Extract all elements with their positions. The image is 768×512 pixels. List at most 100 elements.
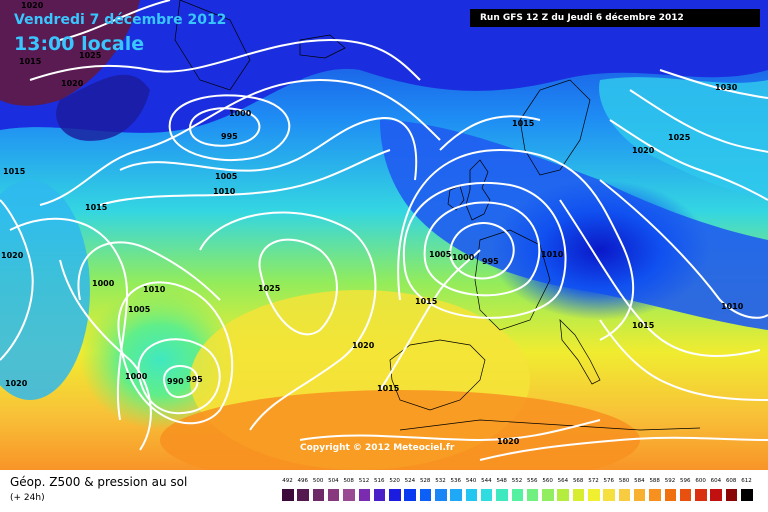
- scale-color-cell: [710, 489, 722, 501]
- scale-color-cell: [649, 489, 661, 501]
- scale-tick-label: 592: [664, 478, 676, 484]
- scale-tick-label: 552: [511, 478, 523, 484]
- forecast-time: 13:00 locale: [14, 33, 145, 55]
- isobar-label: 1025: [258, 284, 281, 293]
- scale-color-cell: [435, 489, 447, 501]
- scale-tick-label: 528: [419, 478, 431, 484]
- isobar-east-1030: [659, 69, 768, 99]
- isobar-label: 1005: [128, 305, 151, 314]
- coastline-north-africa: [399, 419, 701, 431]
- scale-tick-label: 508: [343, 478, 354, 484]
- isobar-greenland-1000: [168, 94, 291, 162]
- scale-color-cell: [664, 489, 677, 501]
- isobar-label: 1030: [715, 83, 738, 92]
- isobar-label: 1020: [61, 79, 84, 88]
- coastline-france: [474, 229, 551, 331]
- isobar-west-1020: [0, 199, 34, 361]
- isobar-label: 1010: [721, 302, 744, 311]
- isobar-europe-low-mid: [423, 201, 541, 297]
- isobar-east-1020: [609, 119, 768, 201]
- scale-color-cell: [282, 489, 294, 501]
- coastlines: [174, 0, 701, 431]
- coastline-iceland: [299, 34, 346, 59]
- isobar-south-east-1020: [479, 436, 768, 461]
- isobar-labels: 1020 1025 1015 1020 1015 1000 995 1005 1…: [1, 1, 744, 446]
- isobar-label: 1000: [125, 372, 148, 381]
- isobar-europe-low-outer: [402, 181, 567, 319]
- greenland-dark: [56, 74, 150, 141]
- isobar-west-1015: [9, 217, 128, 421]
- scale-tick-label: 588: [649, 478, 660, 484]
- isobar-1005: [119, 117, 418, 181]
- scale-color-cell: [327, 489, 340, 501]
- isobar-label: 1020: [632, 146, 655, 155]
- isobar-europe-low-inner: [448, 222, 515, 280]
- forecast-date: Vendredi 7 décembre 2012: [14, 12, 227, 28]
- isobar-east-1010: [599, 179, 768, 319]
- scale-tick-label: 524: [404, 478, 416, 484]
- scale-color-cell: [633, 489, 646, 501]
- isobar-label: 1010: [541, 250, 564, 259]
- coastline-british-isles: [465, 159, 491, 221]
- isobar-label: 1020: [1, 251, 24, 260]
- model-run-label: Run GFS 12 Z du Jeudi 6 décembre 2012: [470, 9, 760, 27]
- scale-color-cell: [480, 489, 493, 501]
- isobar-south-1020: [299, 419, 601, 442]
- isobar-label: 990: [167, 377, 184, 386]
- isobar-iberia-1015: [379, 249, 481, 391]
- scale-tick-label: 512: [358, 478, 370, 484]
- scale-color-cell: [419, 489, 432, 501]
- scale-tick-label: 584: [634, 478, 645, 484]
- scale-tick-label: 548: [496, 478, 507, 484]
- scale-tick-label: 572: [588, 478, 599, 484]
- scale-color-cell: [695, 489, 707, 501]
- scale-tick-label: 536: [450, 478, 462, 484]
- scale-color-cell: [603, 489, 615, 501]
- coastline-scandinavia: [519, 79, 591, 176]
- south-orange: [160, 390, 640, 470]
- isobar-label: 1005: [215, 172, 238, 181]
- isobar-label: 1000: [229, 109, 252, 118]
- isobar-label: 1015: [632, 321, 655, 330]
- isobar-label: 1015: [415, 297, 438, 306]
- scale-color-cell: [741, 489, 753, 501]
- scale-color-cell: [511, 489, 524, 501]
- isobar-label: 1020: [21, 1, 44, 10]
- isobar-balkan-1015: [599, 319, 768, 401]
- map-title: Géop. Z500 & pression au sol: [10, 475, 188, 489]
- scale-tick-label: 544: [481, 478, 492, 484]
- scale-color-cell: [343, 489, 355, 501]
- scale-tick-label: 496: [297, 478, 309, 484]
- scale-tick-label: 580: [618, 478, 630, 484]
- coastline-italy: [559, 319, 601, 385]
- isobar-azores-1025: [258, 238, 338, 336]
- scale-color-cell: [373, 489, 386, 501]
- scale-tick-label: 492: [282, 478, 293, 484]
- east-cyan-region: [599, 77, 768, 200]
- scale-color-cell: [450, 489, 462, 501]
- scale-color-cell: [725, 489, 738, 501]
- isobar-label: 1010: [213, 187, 236, 196]
- scale-color-cell: [404, 489, 416, 501]
- scale-tick-label: 532: [435, 478, 446, 484]
- isobar-label: 1000: [92, 279, 115, 288]
- isobar-label: 1010: [143, 285, 166, 294]
- scale-tick-label: 500: [312, 478, 324, 484]
- scale-color-cell: [526, 489, 539, 501]
- scale-color-cell: [557, 489, 569, 501]
- scale-tick-label: 540: [465, 478, 477, 484]
- isobar-label: 1020: [352, 341, 375, 350]
- scale-tick-label: 608: [725, 478, 737, 484]
- scale-tick-label: 596: [680, 478, 691, 484]
- scale-color-cell: [679, 489, 692, 501]
- coastline-iberia: [389, 339, 486, 411]
- coastline-greenland: [174, 0, 251, 91]
- scale-tick-label: 564: [557, 478, 569, 484]
- scale-color-cell: [496, 489, 508, 501]
- isobar-label: 1015: [512, 119, 535, 128]
- scale-tick-label: 556: [527, 478, 538, 484]
- isobar-label: 1015: [85, 203, 108, 212]
- color-scale: 492 496 500 504 508 512 516 520 524 528 532 536 540 5…: [282, 478, 758, 506]
- isobar-label: 995: [482, 257, 499, 266]
- isobar-atlantic-low-1000: [137, 338, 221, 415]
